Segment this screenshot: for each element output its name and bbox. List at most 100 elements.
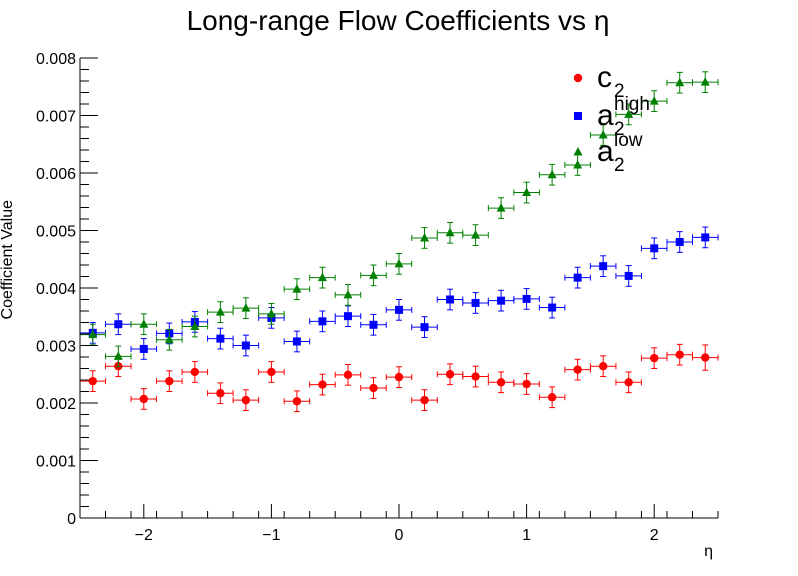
data-point xyxy=(241,341,250,350)
legend-marker xyxy=(573,147,583,156)
legend-entry-1: a 2 high xyxy=(574,94,650,140)
data-point xyxy=(522,294,531,303)
data-point xyxy=(497,296,506,305)
data-point xyxy=(139,319,149,328)
data-point xyxy=(368,270,378,279)
series-0 xyxy=(79,343,719,413)
data-point xyxy=(317,272,327,282)
data-point xyxy=(216,389,225,398)
legend-label: a xyxy=(597,99,614,132)
data-point xyxy=(292,337,301,346)
series-layer xyxy=(79,71,719,413)
data-point xyxy=(573,159,583,169)
data-point xyxy=(190,367,200,377)
legend-superscript: low xyxy=(614,130,643,151)
data-point xyxy=(394,258,404,268)
data-point xyxy=(420,395,429,405)
legend-subscript: 2 xyxy=(614,81,625,102)
legend-label: a xyxy=(597,135,614,168)
data-point xyxy=(650,353,659,363)
data-point xyxy=(343,289,353,299)
data-point xyxy=(547,169,557,179)
data-point xyxy=(343,370,353,380)
axes-layer: −2 −1 0 1 2 0 0.001 0.002 0.003 0.004 0.005 0.006 0.… xyxy=(36,51,719,544)
data-point xyxy=(522,187,532,197)
data-point xyxy=(165,376,174,386)
data-point xyxy=(675,350,684,359)
y-tick-label: 0 xyxy=(67,511,76,528)
x-tick-label: 1 xyxy=(522,527,531,544)
data-point xyxy=(548,303,557,312)
data-point xyxy=(266,308,276,318)
legend-superscript: high xyxy=(614,94,650,115)
data-point xyxy=(139,344,148,353)
legend-label: c xyxy=(597,61,612,94)
data-point xyxy=(599,262,608,271)
y-tick-label: 0.005 xyxy=(36,224,76,241)
data-point xyxy=(598,362,608,371)
data-point xyxy=(394,372,404,382)
y-tick-label: 0.004 xyxy=(36,281,76,298)
data-point xyxy=(318,317,327,326)
data-point xyxy=(190,321,200,331)
legend-subscript: 2 xyxy=(614,119,625,140)
data-point xyxy=(139,394,148,404)
data-point xyxy=(598,130,608,139)
data-point xyxy=(292,284,302,293)
x-tick-label: 0 xyxy=(395,527,404,544)
data-point xyxy=(496,203,506,212)
x-tick-label: 2 xyxy=(650,527,659,544)
data-point xyxy=(267,367,276,377)
data-point xyxy=(343,312,352,321)
data-point xyxy=(318,380,327,389)
data-point xyxy=(446,295,455,304)
y-tick-label: 0.006 xyxy=(36,166,76,183)
data-point xyxy=(114,320,123,329)
x-tick-label: −2 xyxy=(135,527,153,544)
legend-subscript: 2 xyxy=(614,155,625,176)
data-point xyxy=(216,334,225,343)
y-tick-label: 0.003 xyxy=(36,339,76,356)
data-point xyxy=(88,329,98,339)
data-point xyxy=(164,334,174,344)
data-point xyxy=(650,244,659,253)
data-point xyxy=(573,273,582,282)
y-tick-label: 0.008 xyxy=(36,51,76,68)
data-point xyxy=(675,238,684,246)
data-point xyxy=(471,372,480,381)
data-point xyxy=(445,370,455,379)
data-point xyxy=(471,298,480,307)
data-point xyxy=(215,307,225,316)
data-point xyxy=(241,303,251,312)
data-point xyxy=(624,109,634,118)
series-2 xyxy=(79,71,719,368)
data-point xyxy=(420,323,429,332)
y-tick-label: 0.002 xyxy=(36,396,76,413)
y-tick-label: 0.007 xyxy=(36,109,76,126)
data-point xyxy=(445,227,455,237)
data-point xyxy=(547,393,557,402)
data-point xyxy=(624,378,633,387)
legend-marker xyxy=(573,73,583,83)
y-axis-label: Coefficient Value xyxy=(0,200,16,320)
data-point xyxy=(113,351,123,360)
data-point xyxy=(649,96,659,105)
data-point xyxy=(369,383,378,393)
data-point xyxy=(471,230,481,239)
data-point xyxy=(522,379,531,389)
x-axis-label: η xyxy=(704,543,713,560)
data-point xyxy=(573,365,582,374)
data-point xyxy=(701,353,710,362)
data-point xyxy=(395,305,403,314)
data-point xyxy=(241,395,251,405)
data-point xyxy=(88,376,97,386)
x-tick-label: −1 xyxy=(262,527,280,544)
data-point xyxy=(292,397,302,406)
data-point xyxy=(369,320,378,329)
legend-marker xyxy=(574,112,582,120)
legend-entry-2: a 2 low xyxy=(573,130,643,176)
